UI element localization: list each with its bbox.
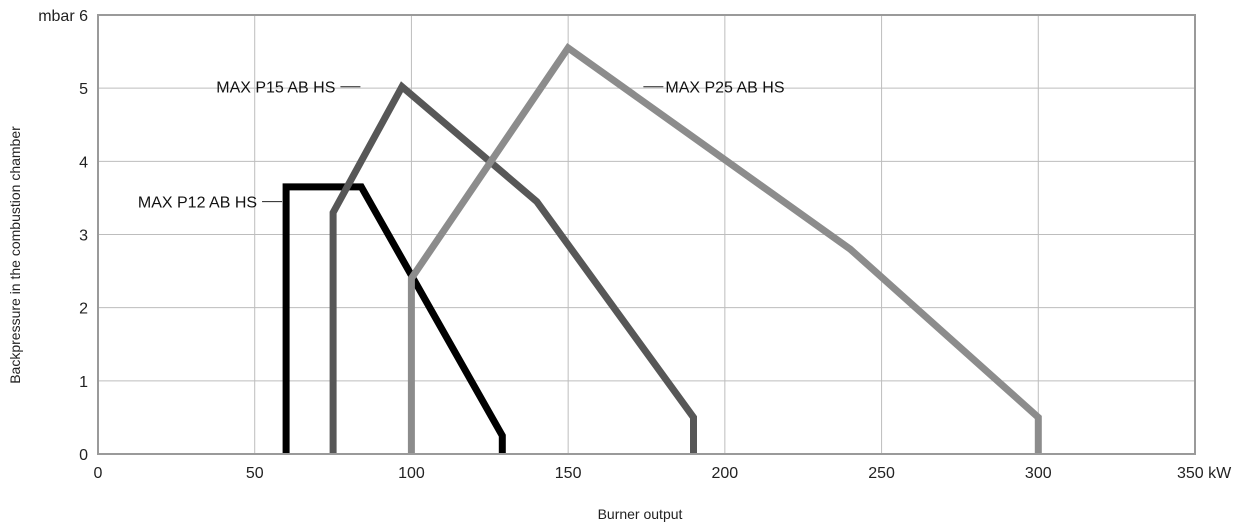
x-tick-label: 150 <box>555 465 582 482</box>
series-label-2: MAX P15 AB HS <box>216 80 335 97</box>
tick-labels: 0 50 100 150 200 250 300 350 kW 0 1 2 3 4 5 mbar 6 <box>38 8 1232 482</box>
y-tick-label: 5 <box>79 81 88 98</box>
y-axis-title: Backpressure in the combustion chamber <box>7 126 23 384</box>
series-line-3 <box>407 42 1042 454</box>
x-tick-label: 350 kW <box>1177 465 1232 482</box>
plot-area-frame <box>97 14 1196 455</box>
series-lines <box>282 42 1042 454</box>
x-tick-label: 50 <box>246 465 264 482</box>
series-line-2 <box>329 81 697 454</box>
series-labels: MAX P12 AB HS MAX P15 AB HS MAX P25 AB HS <box>138 80 785 212</box>
series-label-3: MAX P25 AB HS <box>665 80 784 97</box>
grid-lines <box>98 15 1195 454</box>
x-tick-label: 100 <box>398 465 425 482</box>
y-tick-label: mbar 6 <box>38 8 88 25</box>
y-tick-label: 2 <box>79 301 88 318</box>
series-label-1: MAX P12 AB HS <box>138 195 257 212</box>
x-axis-title: Burner output <box>598 506 683 522</box>
y-tick-label: 4 <box>79 154 88 171</box>
x-tick-label: 0 <box>94 465 103 482</box>
y-tick-label: 0 <box>79 447 88 464</box>
y-tick-label: 3 <box>79 228 88 245</box>
x-tick-label: 200 <box>712 465 739 482</box>
x-tick-label: 250 <box>868 465 895 482</box>
y-tick-label: 1 <box>79 374 88 391</box>
series-line-1 <box>282 183 506 454</box>
x-tick-label: 300 <box>1025 465 1052 482</box>
